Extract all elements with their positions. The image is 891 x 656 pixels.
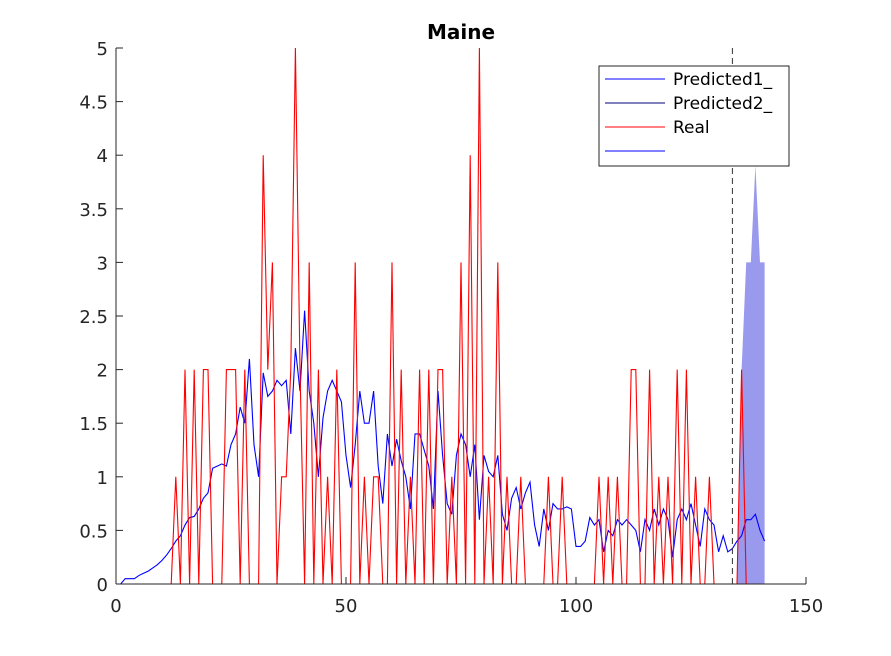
y-tick-label: 5	[97, 39, 108, 60]
chart-title: Maine	[427, 20, 495, 44]
x-tick-label: 50	[335, 596, 358, 617]
legend-entry: Real	[673, 118, 710, 138]
y-tick-label: 1.5	[79, 414, 108, 435]
y-tick-label: 0	[97, 575, 108, 596]
x-tick-label: 100	[559, 596, 593, 617]
y-tick-label: 0.5	[79, 521, 108, 542]
y-tick-label: 1	[97, 468, 108, 489]
y-tick-label: 4.5	[79, 93, 108, 114]
legend-box	[598, 65, 790, 167]
y-tick-label: 3.5	[79, 200, 108, 221]
y-tick-label: 3	[97, 253, 108, 274]
y-tick-label: 2.5	[79, 307, 108, 328]
legend: Predicted1_ Predicted2_ Real	[598, 65, 790, 167]
x-tick-label: 150	[789, 596, 823, 617]
plot-area	[120, 47, 766, 585]
series-line-real	[120, 47, 765, 585]
legend-entry: Predicted2_	[673, 94, 773, 114]
legend-entry: Predicted1_	[673, 70, 773, 90]
axes: 0 50 100 150 0 0.5 1 1.5 2 2.5 3 3.5 4 4.5 5	[79, 39, 823, 617]
y-tick-label: 2	[97, 361, 108, 382]
x-tick-label: 0	[110, 596, 121, 617]
y-tick-label: 4	[97, 146, 108, 167]
